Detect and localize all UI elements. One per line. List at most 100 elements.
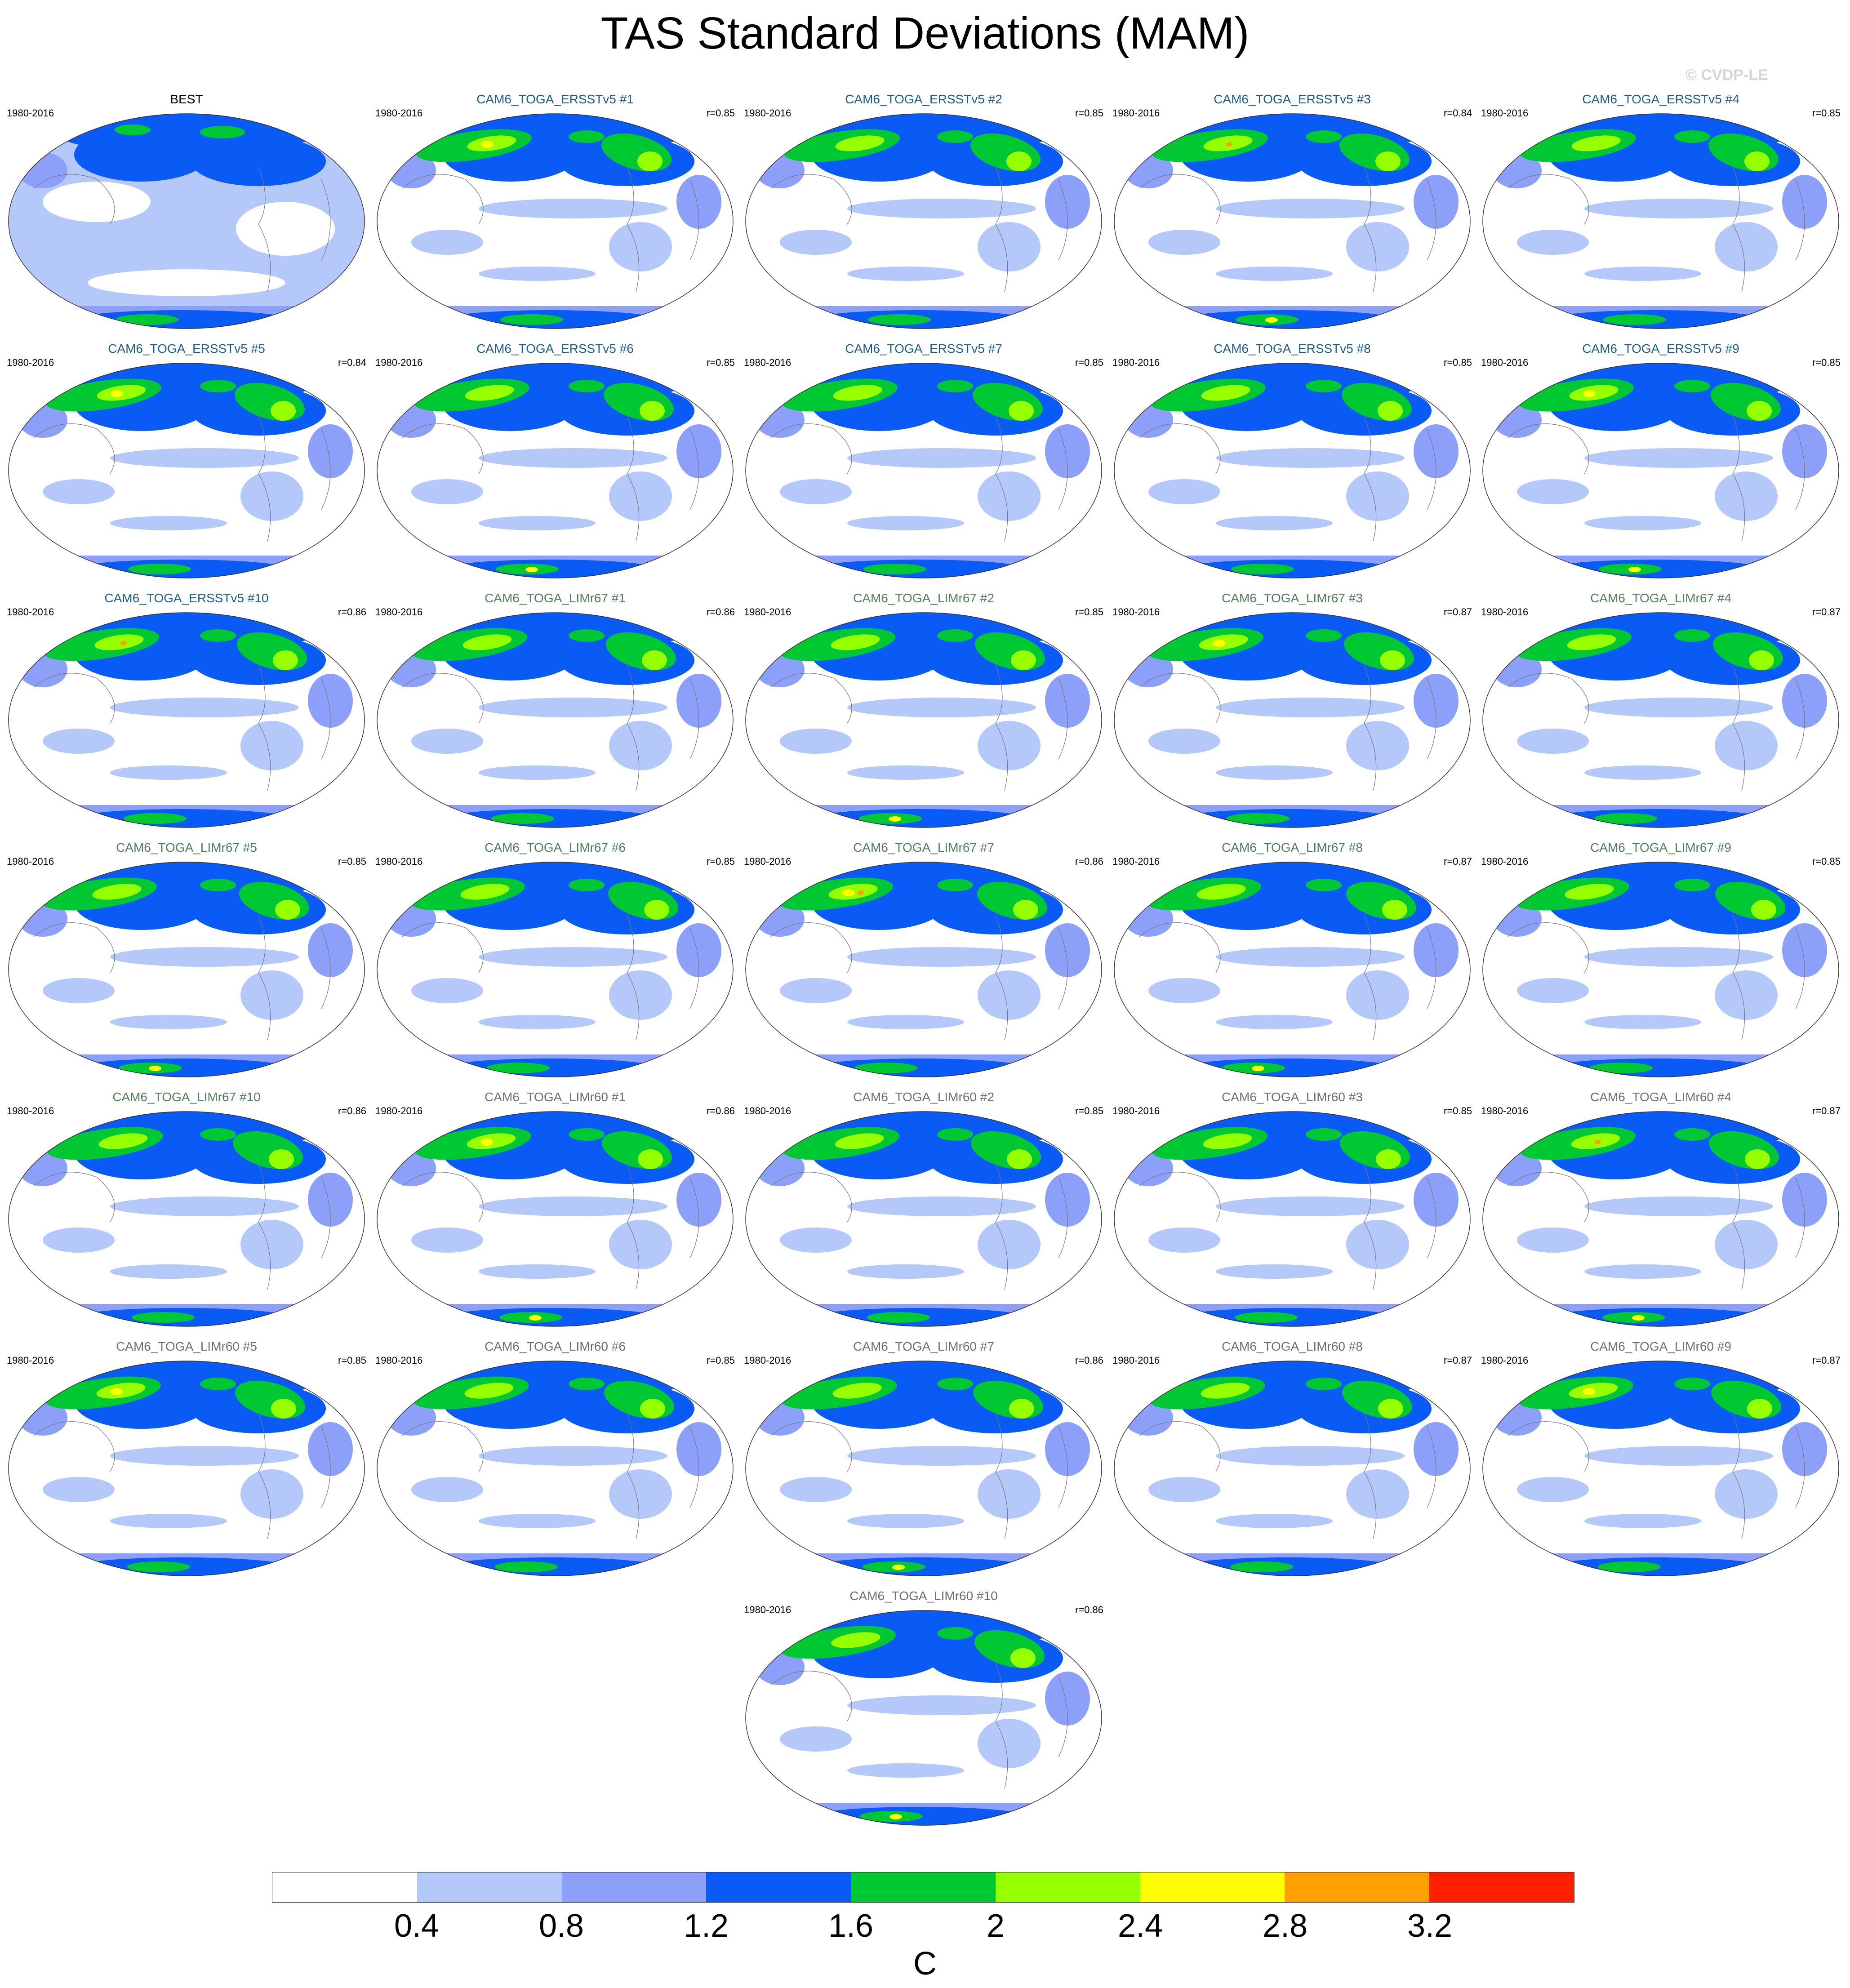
- panel-title: CAM6_TOGA_LIMr67 #4: [1590, 591, 1731, 605]
- australia-field: [43, 978, 115, 1003]
- bering-green-field: [569, 380, 605, 392]
- eurasia-yellow-field: [1583, 390, 1596, 397]
- eurasia-lightgreen-field: [460, 884, 510, 900]
- africa-field: [1782, 175, 1827, 229]
- bering-green-field: [937, 1128, 973, 1141]
- southern-pacific-band: [479, 1015, 596, 1029]
- africa-field: [676, 1173, 721, 1227]
- africa-field: [1782, 424, 1827, 478]
- panel-years: 1980-2016: [744, 1604, 792, 1615]
- north-america-lightgreen-field: [1378, 401, 1403, 421]
- map-panel: CAM6_TOGA_LIMr67 #2 1980-2016 r=0.85: [744, 591, 1103, 829]
- map-panel: CAM6_TOGA_LIMr60 #4 1980-2016 r=0.87: [1481, 1090, 1841, 1328]
- panel-correlation: r=0.85: [1075, 357, 1103, 368]
- africa-field: [676, 1422, 721, 1476]
- panel-title: CAM6_TOGA_LIMr60 #4: [1590, 1090, 1731, 1104]
- tropical-pacific-band: [110, 448, 299, 468]
- map-outline: [1114, 1111, 1471, 1327]
- world-map: [745, 113, 1102, 329]
- coastline: [33, 415, 331, 542]
- map-panel: CAM6_TOGA_ERSSTv5 #6 1980-2016 r=0.85: [375, 342, 735, 580]
- antarctica-yellow-field: [149, 1066, 161, 1071]
- antarctica-green-field: [487, 1063, 550, 1073]
- antarctica-green-field: [1594, 813, 1657, 824]
- map-panel: CAM6_TOGA_LIMr67 #9 1980-2016 r=0.85: [1481, 841, 1841, 1079]
- eurasia-lightgreen-field: [1571, 135, 1621, 151]
- tropical-pacific-band: [479, 1196, 667, 1216]
- antarctica-yellow-field: [889, 816, 901, 822]
- coastline: [1139, 1413, 1436, 1539]
- africa-field: [1782, 674, 1827, 728]
- panel-years: 1980-2016: [744, 1355, 792, 1366]
- map-panel: CAM6_TOGA_LIMr67 #6 1980-2016 r=0.85: [375, 841, 735, 1079]
- africa-field: [308, 424, 353, 478]
- antarctica-green-field: [132, 1312, 195, 1323]
- panel-years: 1980-2016: [375, 357, 423, 368]
- world-map: [8, 1361, 365, 1576]
- panel-years: 1980-2016: [1112, 856, 1160, 867]
- tropical-pacific-band: [847, 1695, 1036, 1715]
- north-america-lightgreen-field: [1007, 1149, 1032, 1169]
- bering-green-field: [1674, 1128, 1710, 1141]
- map-outline: [745, 862, 1102, 1077]
- colorbar-tick-label: 3.2: [1407, 1908, 1453, 1944]
- panel-years: 1980-2016: [1481, 856, 1529, 867]
- tropical-pacific-band: [479, 199, 667, 218]
- eurasia-lightgreen-field: [1201, 385, 1250, 401]
- southern-pacific-band: [847, 765, 964, 780]
- bering-green-field: [200, 1128, 236, 1141]
- bering-green-field: [1674, 130, 1710, 143]
- panel-title: BEST: [170, 92, 203, 106]
- southern-pacific-band: [1584, 1514, 1701, 1528]
- bering-green-field: [1674, 1378, 1710, 1390]
- panel-correlation: r=0.85: [1075, 107, 1103, 119]
- africa-field: [676, 923, 721, 977]
- panel-title: CAM6_TOGA_LIMr60 #1: [485, 1090, 626, 1104]
- south-america-field: [978, 721, 1041, 770]
- australia-field: [411, 1227, 483, 1253]
- map-panel: CAM6_TOGA_ERSSTv5 #4 1980-2016 r=0.85: [1481, 92, 1841, 330]
- panel-correlation: r=0.85: [707, 856, 735, 867]
- tropical-pacific-band: [847, 698, 1036, 717]
- panel-correlation: r=0.87: [1444, 1355, 1472, 1366]
- panel-correlation: r=0.85: [1444, 1105, 1472, 1116]
- eurasia-lightgreen-field: [831, 634, 880, 650]
- map-panel: CAM6_TOGA_LIMr60 #5 1980-2016 r=0.85: [7, 1339, 366, 1578]
- world-map: [745, 862, 1102, 1077]
- eurasia-lightgreen-field: [832, 1383, 882, 1399]
- tropical-pacific-band: [479, 1446, 667, 1466]
- coastline: [1139, 1163, 1436, 1290]
- panel-years: 1980-2016: [375, 1355, 423, 1366]
- panel-title: CAM6_TOGA_LIMr67 #1: [485, 591, 626, 605]
- panel-years: 1980-2016: [744, 606, 792, 618]
- eurasia-lightgreen-field: [462, 634, 512, 650]
- colorbar-tick-label: 2.4: [1117, 1908, 1163, 1944]
- map-outline: [377, 612, 734, 828]
- panel-correlation: r=0.85: [1812, 357, 1841, 368]
- north-america-lightgreen-field: [1751, 900, 1776, 920]
- panel-years: 1980-2016: [375, 606, 423, 618]
- colorbar-box: [1429, 1872, 1574, 1902]
- australia-field: [43, 729, 115, 754]
- tropical-pacific-band: [1584, 947, 1773, 967]
- colorbar-tick-label: 0.8: [538, 1908, 584, 1944]
- south-america-field: [1715, 222, 1778, 271]
- eurasia-yellow-field: [481, 141, 494, 148]
- eurasia-yellow-field: [1583, 1388, 1595, 1395]
- map-outline: [1482, 1361, 1839, 1576]
- australia-field: [1148, 729, 1220, 754]
- north-america-lightgreen-field: [1009, 401, 1034, 421]
- map-outline: [377, 1111, 734, 1327]
- coastline: [770, 914, 1068, 1041]
- panel-years: 1980-2016: [7, 1105, 54, 1116]
- world-map: [745, 1111, 1102, 1327]
- coastline: [770, 1413, 1068, 1539]
- bering-green-field: [200, 126, 245, 138]
- south-america-field: [240, 471, 303, 521]
- bering-green-field: [1306, 380, 1342, 392]
- coastline: [1139, 415, 1436, 542]
- colorbar-tick-label: 1.6: [828, 1908, 874, 1944]
- map-outline: [745, 1111, 1102, 1327]
- south-america-field: [240, 1220, 303, 1269]
- africa-field: [1414, 674, 1459, 728]
